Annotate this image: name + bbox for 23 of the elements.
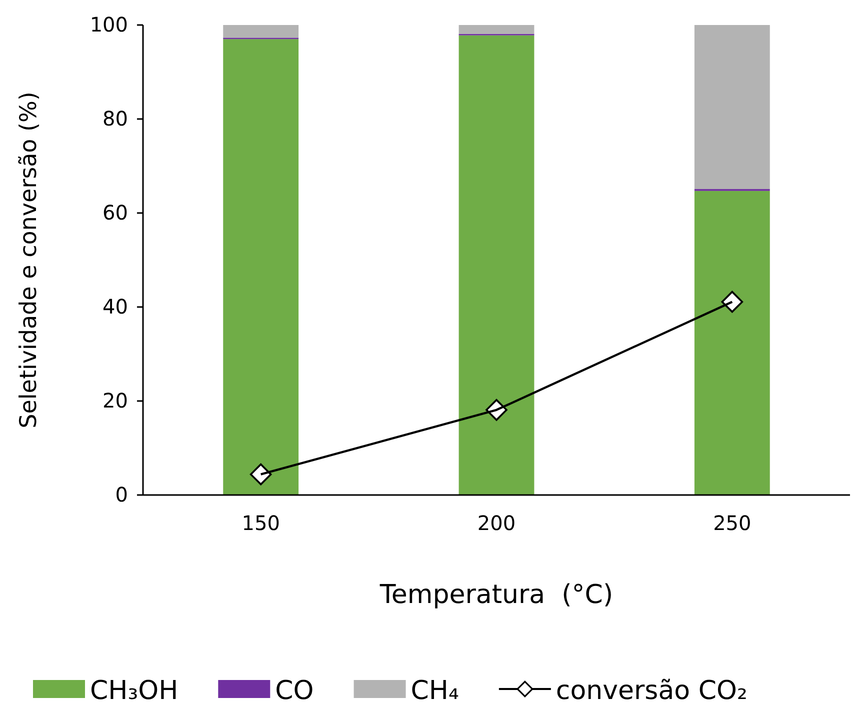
legend-label: CH₃OH	[90, 676, 178, 702]
legend-label: CO	[275, 676, 314, 702]
bar	[694, 25, 770, 190]
legend-label: conversão CO₂	[556, 676, 748, 702]
y-tick-label: 20	[102, 388, 128, 412]
x-axis-title: Temperatura (°C)	[378, 580, 614, 610]
point	[721, 290, 744, 313]
bar	[223, 25, 299, 38]
y-tick-label: 60	[102, 200, 128, 224]
y-tick-label: 0	[115, 482, 128, 506]
x-tick-label: 150	[242, 511, 280, 535]
y-tick-label: 80	[102, 106, 128, 130]
y-tick-label: 40	[102, 294, 128, 318]
point	[250, 463, 272, 486]
bar	[458, 35, 534, 495]
y-axis-title: Seletividade e conversão (%)	[16, 92, 42, 428]
legend-label: CH₄	[410, 676, 459, 702]
bar	[223, 39, 299, 495]
bar	[694, 190, 770, 495]
x-tick-label: 250	[713, 511, 752, 535]
bar	[458, 25, 534, 34]
x-tick-label: 200	[477, 511, 516, 535]
y-tick-label: 100	[90, 12, 128, 36]
